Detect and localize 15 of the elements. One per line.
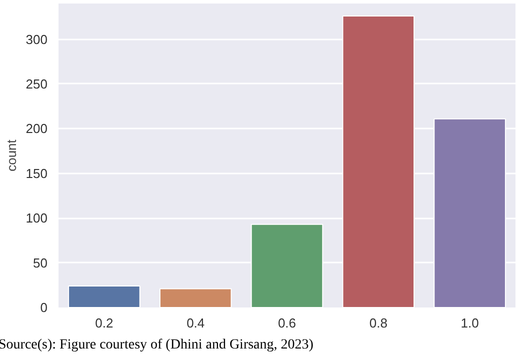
bar — [68, 286, 140, 308]
x-tick-label: 1.0 — [460, 316, 479, 330]
bar — [159, 288, 232, 308]
y-tick-label: 0 — [40, 300, 48, 315]
y-tick-label: 150 — [26, 166, 48, 181]
y-axis-title: count — [4, 139, 19, 172]
y-tick-label: 300 — [26, 32, 48, 47]
y-tick-label: 250 — [26, 76, 48, 92]
x-tick-label: 0.8 — [369, 316, 388, 330]
y-tick-label: 200 — [26, 121, 48, 136]
y-tick-label: 50 — [33, 255, 48, 270]
x-tick-label: 0.4 — [186, 316, 205, 330]
x-tick-label: 0.6 — [278, 316, 296, 330]
x-tick-label: 0.2 — [95, 316, 114, 330]
y-tick-label: 100 — [26, 210, 48, 226]
